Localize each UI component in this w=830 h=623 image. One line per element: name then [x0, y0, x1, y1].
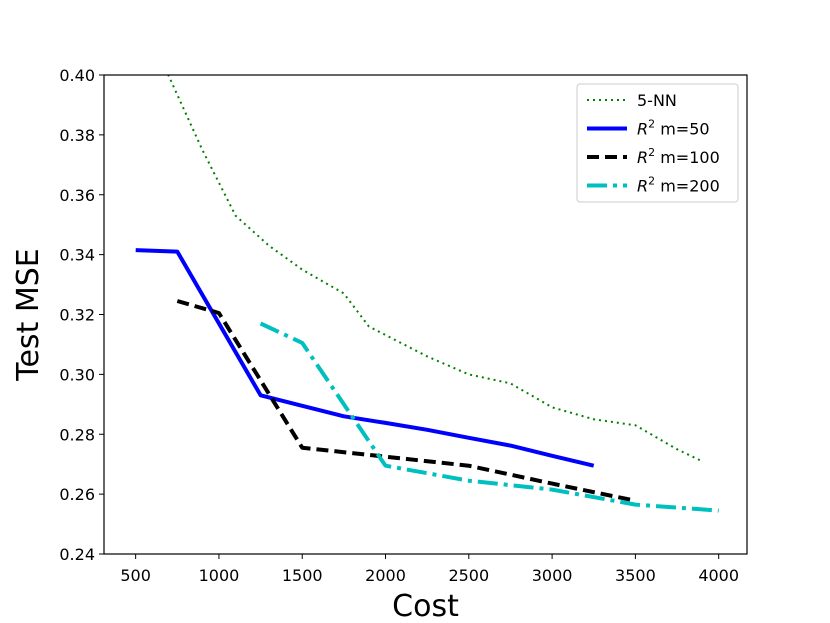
y-axis-label: Test MSE — [11, 248, 46, 382]
y-tick-label: 0.34 — [59, 246, 95, 265]
plot-frame — [103, 74, 748, 555]
x-tick-label: 1000 — [199, 566, 240, 585]
y-tick-label: 0.38 — [59, 126, 95, 145]
legend-label-4: R2 m=200 — [637, 175, 720, 196]
series-line-4 — [259, 321, 719, 513]
x-axis-label: Cost — [392, 589, 459, 623]
y-tick-label: 0.30 — [59, 365, 95, 384]
y-tick-label: 0.28 — [59, 425, 95, 444]
x-tick-label: 2500 — [448, 566, 489, 585]
x-tick-label: 3000 — [532, 566, 573, 585]
legend-label-3: R2 m=100 — [637, 146, 720, 167]
x-tick-label: 1500 — [282, 566, 323, 585]
ticks-layer: 500 1000 1500 2000 2500 3000 3500 4000 0.24 0.26 0… — [59, 66, 739, 585]
x-tick-label: 500 — [120, 566, 151, 585]
y-tick-label: 0.40 — [59, 66, 95, 85]
y-tick-label: 0.24 — [59, 545, 95, 564]
y-tick-label: 0.32 — [59, 306, 95, 325]
x-tick-label: 3500 — [615, 566, 656, 585]
y-tick-label: 0.36 — [59, 186, 95, 205]
legend-label-1: 5-NN — [637, 91, 677, 110]
series-line-2 — [135, 248, 595, 468]
series-line-1 — [167, 75, 703, 463]
x-tick-label: 2000 — [365, 566, 406, 585]
legend-label-2: R2 m=50 — [637, 118, 710, 139]
legend-box — [576, 83, 739, 203]
series-line-3 — [176, 299, 636, 503]
x-tick-label: 4000 — [698, 566, 739, 585]
series-layer — [135, 75, 719, 513]
y-tick-label: 0.26 — [59, 485, 95, 504]
legend: 5-NN R2 m=50 R2 m=100 R2 m=200 — [576, 83, 739, 203]
